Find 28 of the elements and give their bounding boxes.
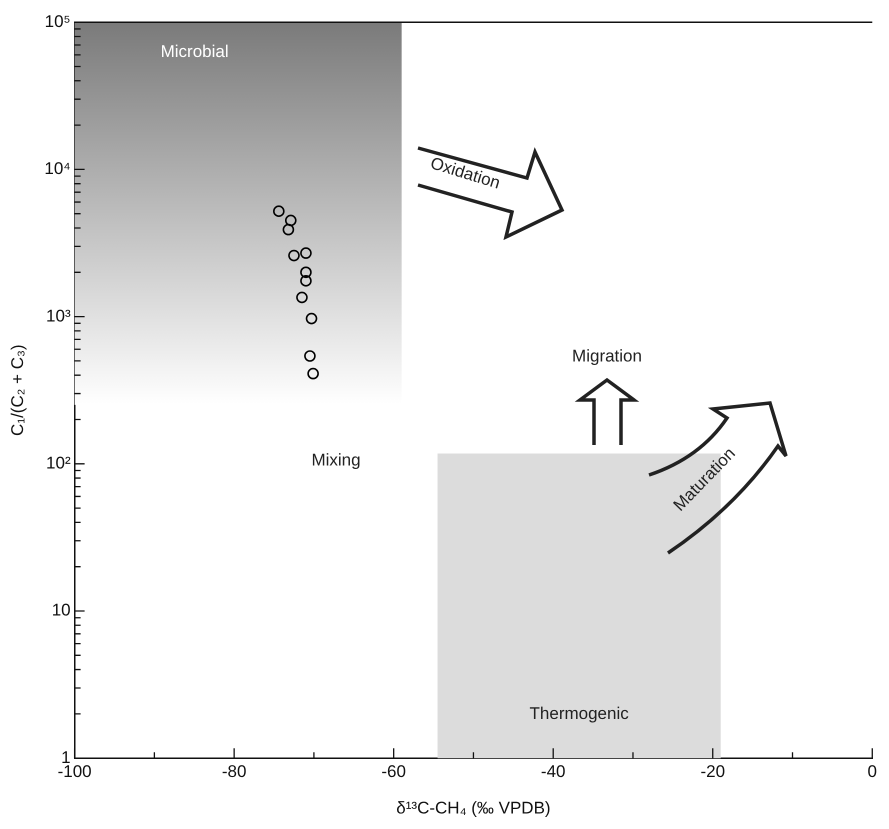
y-tick-label: 10³ [46,306,71,326]
point [307,368,319,380]
x-tick-label: -20 [700,762,726,782]
point [304,350,316,362]
point [306,312,318,324]
point [300,266,312,278]
y-tick-label: 10 [52,600,71,620]
point [300,247,312,259]
point [284,214,297,226]
x-tick-label: -40 [540,762,566,782]
y-tick-label: 10⁴ [44,159,71,178]
x-tick-label: -60 [381,762,406,782]
x-axis-title: δ¹³C-CH₄ (‰ VPDB) [396,798,551,818]
point [288,250,300,262]
point [282,224,294,236]
annotation: Mixing [311,450,361,470]
y-tick-label: 10⁵ [44,12,71,31]
x-tick-label: 0 [868,762,878,782]
point [300,275,312,287]
band-label: Thermogenic [530,704,630,723]
y-tick-label: 10² [46,453,71,472]
y-axis-title: C₁/(C₂ + C₃) [8,344,27,436]
x-tick-label: -80 [222,762,246,782]
annotation: Migration [572,346,642,366]
x-tick-label: -100 [58,762,92,782]
point [273,205,285,218]
band-label: Microbial [160,42,229,61]
point [296,292,308,304]
